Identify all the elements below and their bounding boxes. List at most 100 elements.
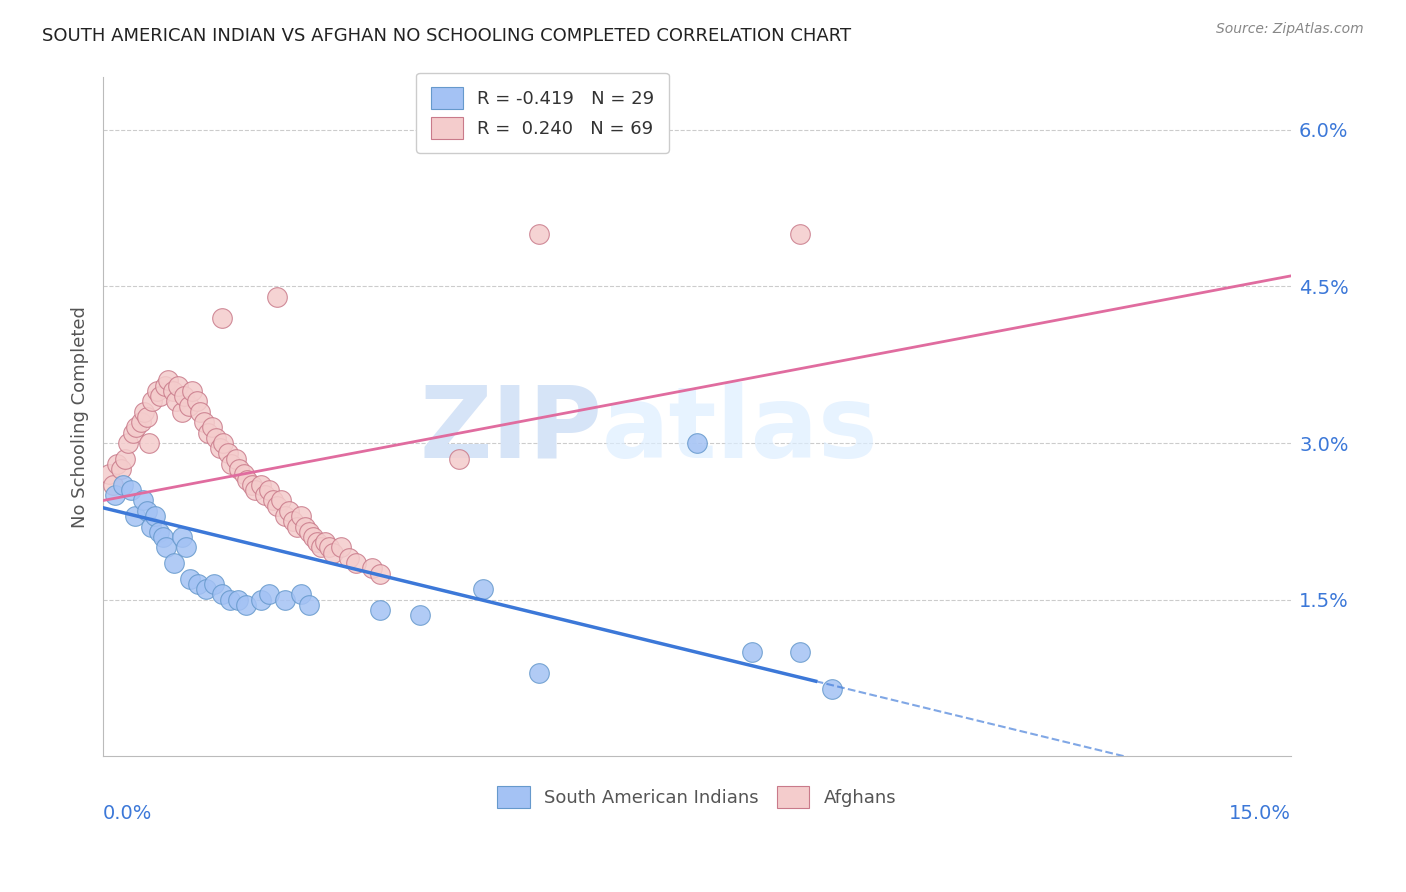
Point — [104, 488, 127, 502]
Point — [266, 499, 288, 513]
Y-axis label: No Schooling Completed: No Schooling Completed — [72, 306, 89, 528]
Point — [177, 400, 200, 414]
Point — [305, 535, 328, 549]
Point — [318, 541, 340, 555]
Point — [298, 524, 321, 539]
Point — [143, 509, 166, 524]
Point — [180, 384, 202, 398]
Point — [124, 509, 146, 524]
Point — [163, 556, 186, 570]
Point — [270, 493, 292, 508]
Point — [472, 582, 495, 597]
Point — [322, 546, 344, 560]
Point — [309, 541, 332, 555]
Point — [218, 592, 240, 607]
Point — [789, 227, 811, 241]
Point — [197, 425, 219, 440]
Point — [157, 373, 180, 387]
Point — [141, 394, 163, 409]
Point — [149, 389, 172, 403]
Point — [209, 442, 232, 456]
Point — [243, 483, 266, 497]
Point — [195, 582, 218, 597]
Point — [278, 504, 301, 518]
Point — [135, 504, 157, 518]
Text: SOUTH AMERICAN INDIAN VS AFGHAN NO SCHOOLING COMPLETED CORRELATION CHART: SOUTH AMERICAN INDIAN VS AFGHAN NO SCHOO… — [42, 27, 851, 45]
Legend: South American Indians, Afghans: South American Indians, Afghans — [491, 779, 904, 815]
Point — [254, 488, 277, 502]
Point — [266, 290, 288, 304]
Point — [173, 389, 195, 403]
Point — [117, 436, 139, 450]
Text: Source: ZipAtlas.com: Source: ZipAtlas.com — [1216, 22, 1364, 37]
Point — [527, 227, 550, 241]
Point — [122, 425, 145, 440]
Point — [152, 530, 174, 544]
Point — [193, 415, 215, 429]
Point — [155, 541, 177, 555]
Point — [204, 431, 226, 445]
Point — [225, 451, 247, 466]
Point — [527, 665, 550, 680]
Point — [172, 405, 194, 419]
Point — [120, 483, 142, 497]
Point — [114, 451, 136, 466]
Point — [302, 530, 325, 544]
Point — [129, 415, 152, 429]
Point — [111, 478, 134, 492]
Point — [138, 436, 160, 450]
Point — [174, 541, 197, 555]
Point — [211, 310, 233, 325]
Point — [250, 592, 273, 607]
Point — [146, 384, 169, 398]
Point — [172, 530, 194, 544]
Point — [274, 509, 297, 524]
Point — [368, 603, 391, 617]
Point — [162, 384, 184, 398]
Point — [165, 394, 187, 409]
Point — [110, 462, 132, 476]
Point — [135, 409, 157, 424]
Point — [262, 493, 284, 508]
Point — [217, 446, 239, 460]
Point — [337, 550, 360, 565]
Point — [290, 587, 312, 601]
Point — [820, 681, 842, 696]
Point — [148, 524, 170, 539]
Point — [285, 519, 308, 533]
Point — [153, 378, 176, 392]
Point — [221, 457, 243, 471]
Point — [212, 436, 235, 450]
Point — [186, 394, 208, 409]
Point — [274, 592, 297, 607]
Point — [346, 556, 368, 570]
Point — [228, 462, 250, 476]
Point — [134, 405, 156, 419]
Point — [294, 519, 316, 533]
Point — [368, 566, 391, 581]
Point — [281, 515, 304, 529]
Point — [98, 467, 121, 482]
Text: ZIP: ZIP — [419, 382, 602, 479]
Point — [789, 645, 811, 659]
Point — [105, 457, 128, 471]
Point — [188, 405, 211, 419]
Text: 15.0%: 15.0% — [1229, 804, 1291, 823]
Point — [314, 535, 336, 549]
Point — [139, 519, 162, 533]
Point — [290, 509, 312, 524]
Point — [449, 451, 471, 466]
Point — [361, 561, 384, 575]
Point — [240, 478, 263, 492]
Point — [179, 572, 201, 586]
Point — [211, 587, 233, 601]
Point — [236, 473, 259, 487]
Point — [125, 420, 148, 434]
Point — [132, 493, 155, 508]
Point — [226, 592, 249, 607]
Text: 0.0%: 0.0% — [103, 804, 152, 823]
Point — [259, 587, 281, 601]
Point — [167, 378, 190, 392]
Point — [741, 645, 763, 659]
Point — [101, 478, 124, 492]
